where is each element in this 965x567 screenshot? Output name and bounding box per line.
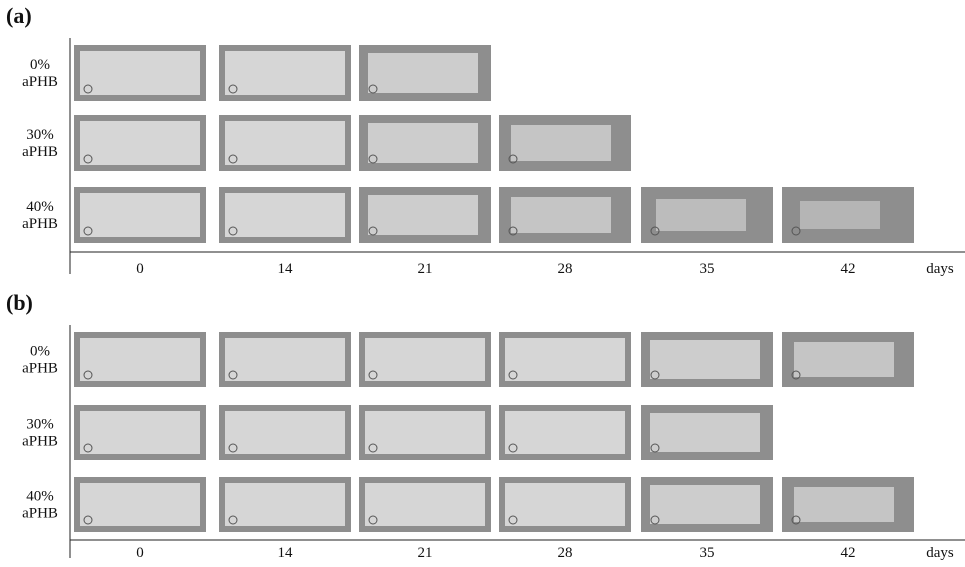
sample-photo (74, 477, 206, 532)
row-label: 30% (26, 417, 54, 433)
film-sample (800, 201, 880, 229)
film-sample (365, 338, 485, 381)
sample-photo (359, 45, 491, 101)
x-tick-label: 14 (278, 261, 294, 277)
sample-photo (359, 405, 491, 460)
sample-photo (499, 405, 631, 460)
film-sample (650, 340, 760, 379)
row-label: aPHB (22, 216, 58, 232)
film-sample (650, 413, 760, 452)
sample-photo (359, 115, 491, 171)
x-tick-label: 21 (418, 261, 433, 277)
film-sample (80, 483, 200, 526)
film-sample (80, 51, 200, 95)
x-tick-label: 0 (136, 545, 144, 561)
film-sample (368, 195, 478, 235)
film-sample (225, 193, 345, 237)
sample-photo (74, 45, 206, 101)
x-tick-label: 14 (278, 545, 294, 561)
row-label: 40% (26, 489, 54, 505)
sample-photo (359, 187, 491, 243)
x-tick-label: 0 (136, 261, 144, 277)
film-sample (225, 483, 345, 526)
x-tick-label: 35 (700, 261, 715, 277)
sample-photo (641, 332, 773, 387)
film-sample (225, 338, 345, 381)
panel-label: (b) (6, 290, 33, 315)
film-sample (505, 338, 625, 381)
film-sample (368, 123, 478, 163)
sample-photo (499, 115, 631, 171)
x-tick-label: 28 (558, 261, 573, 277)
x-tick-label: 28 (558, 545, 573, 561)
sample-photo (641, 477, 773, 532)
row-label: 0% (30, 344, 50, 360)
sample-photo (219, 115, 351, 171)
sample-photo (499, 187, 631, 243)
sample-photo (499, 477, 631, 532)
row-label: 40% (26, 199, 54, 215)
sample-photo (359, 332, 491, 387)
film-sample (650, 485, 760, 524)
row-label: aPHB (22, 361, 58, 377)
film-sample (80, 193, 200, 237)
sample-photo (74, 187, 206, 243)
film-sample (365, 411, 485, 454)
sample-photo (499, 332, 631, 387)
sample-photo (782, 332, 914, 387)
sample-photo (782, 187, 914, 243)
sample-photo (219, 332, 351, 387)
figure: (a)0%aPHB30%aPHB40%aPHB01421283542days(b… (0, 0, 965, 562)
row-label: aPHB (22, 506, 58, 522)
sample-photo (219, 187, 351, 243)
film-sample (656, 199, 746, 231)
sample-photo (74, 405, 206, 460)
sample-photo (641, 187, 773, 243)
panel-label: (a) (6, 3, 32, 28)
row-label: aPHB (22, 144, 58, 160)
film-sample (794, 342, 894, 377)
film-sample (80, 411, 200, 454)
row-label: aPHB (22, 434, 58, 450)
sample-photo (359, 477, 491, 532)
x-tick-label: 42 (841, 545, 856, 561)
film-sample (225, 51, 345, 95)
row-label: aPHB (22, 74, 58, 90)
row-label: 30% (26, 127, 54, 143)
film-sample (505, 483, 625, 526)
x-axis-unit: days (926, 261, 954, 277)
film-sample (511, 197, 611, 233)
sample-photo (74, 332, 206, 387)
film-sample (511, 125, 611, 161)
film-sample (80, 121, 200, 165)
film-sample (368, 53, 478, 93)
film-sample (365, 483, 485, 526)
x-axis-unit: days (926, 545, 954, 561)
row-label: 0% (30, 57, 50, 73)
film-sample (80, 338, 200, 381)
sample-photo (219, 405, 351, 460)
sample-photo (219, 477, 351, 532)
film-sample (225, 411, 345, 454)
film-sample (794, 487, 894, 522)
x-tick-label: 35 (700, 545, 715, 561)
x-tick-label: 21 (418, 545, 433, 561)
sample-photo (219, 45, 351, 101)
sample-photo (782, 477, 914, 532)
sample-photo (74, 115, 206, 171)
x-tick-label: 42 (841, 261, 856, 277)
sample-photo (641, 405, 773, 460)
film-sample (225, 121, 345, 165)
film-sample (505, 411, 625, 454)
